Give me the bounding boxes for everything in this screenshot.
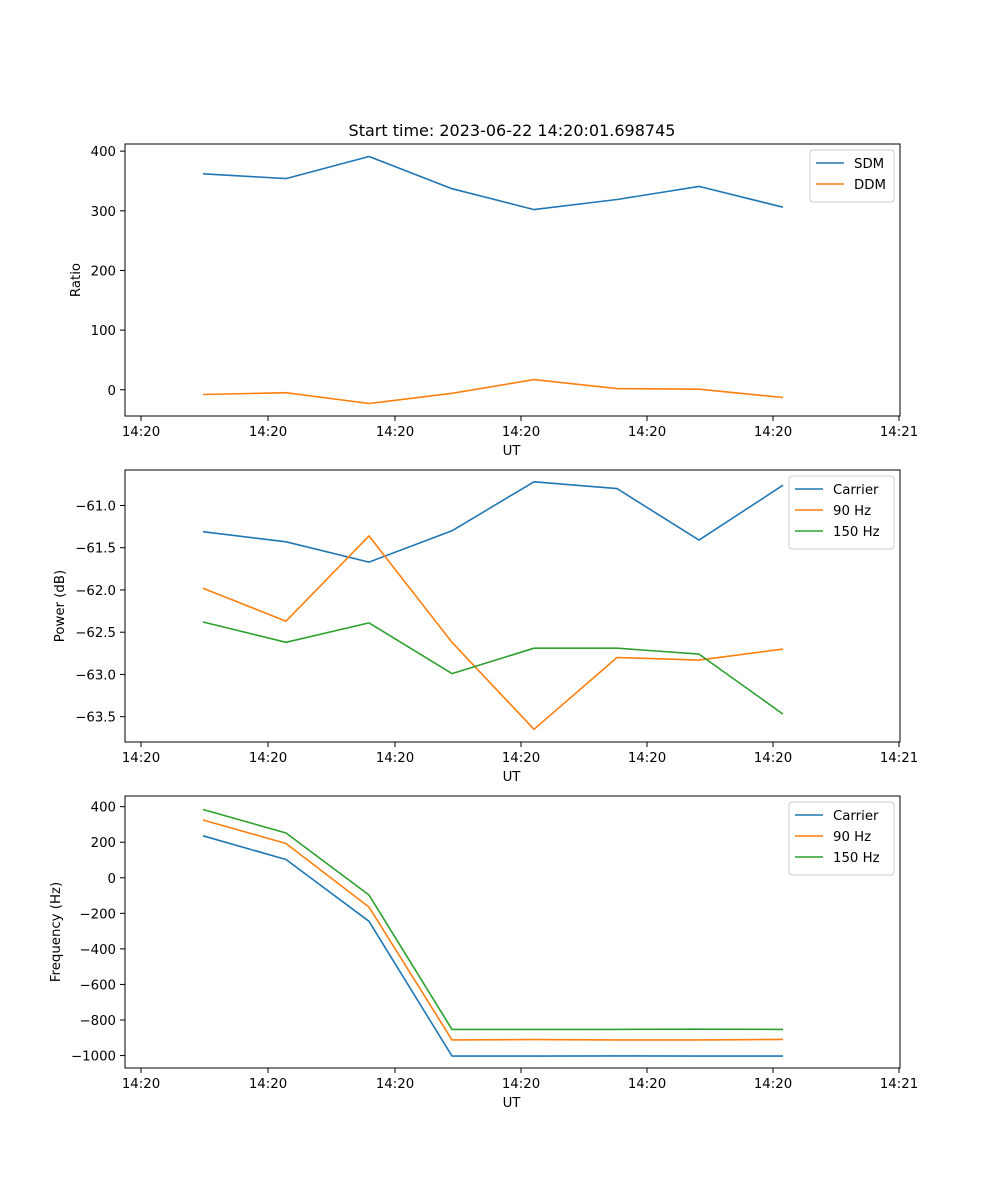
y-tick-label: −200: [79, 907, 116, 922]
x-tick-label: 14:21: [880, 1077, 918, 1092]
subplots: 14:20 14:20 14:20 14:20 14:20 14:20 14:21 0 100 2…: [49, 143, 918, 1111]
x-tick-label: 14:20: [754, 751, 792, 766]
series-line-carrier: [202, 835, 783, 1057]
x-tick-label: 14:20: [122, 1077, 160, 1092]
x-axis-label: UT: [503, 770, 522, 785]
axes-frame: [124, 795, 901, 1069]
x-tick-label: 14:20: [376, 751, 414, 766]
y-tick-label: 400: [91, 801, 116, 816]
x-tick-label: 14:20: [502, 425, 540, 440]
y-tick-label: −1000: [71, 1050, 116, 1065]
series-line-carrier: [202, 480, 784, 563]
axes-frame: [124, 143, 901, 417]
x-tick-label: 14:20: [628, 751, 666, 766]
y-tick-label: −600: [79, 978, 116, 993]
x-axis-label: UT: [503, 1096, 522, 1111]
chart-panel-1: 14:20 14:20 14:20 14:20 14:20 14:20 14:21 0 100 2…: [69, 143, 918, 459]
y-tick-label: −62.5: [75, 626, 116, 641]
legend-label: 150 Hz: [833, 525, 880, 540]
series-line-150-hz: [202, 621, 784, 715]
y-tick-label: 200: [91, 836, 116, 851]
x-tick-label: 14:20: [122, 425, 160, 440]
series-line-90-hz: [202, 819, 784, 1041]
x-tick-label: 14:20: [249, 751, 287, 766]
y-tick-label: 100: [91, 324, 116, 339]
legend-label: 90 Hz: [833, 504, 871, 519]
y-tick-label: −63.5: [75, 711, 116, 726]
y-tick-label: −63.0: [75, 668, 116, 683]
y-tick-label: 0: [108, 872, 116, 887]
x-tick-label: 14:20: [754, 425, 792, 440]
x-tick-label: 14:20: [502, 1077, 540, 1092]
legend-label: Carrier: [833, 809, 879, 824]
y-axis-label: Frequency (Hz): [49, 882, 64, 982]
y-tick-label: −61.0: [75, 499, 116, 514]
y-axis-label: Ratio: [69, 263, 84, 297]
x-tick-label: 14:21: [880, 751, 918, 766]
y-tick-label: −400: [79, 943, 116, 958]
y-tick-label: −61.5: [75, 542, 116, 557]
y-tick-label: −62.0: [75, 584, 116, 599]
x-tick-label: 14:20: [376, 1077, 414, 1092]
series-line-sdm: [202, 155, 784, 211]
legend-label: Carrier: [833, 483, 879, 498]
legend-label: DDM: [854, 178, 886, 193]
chart-panel-2: 14:20 14:20 14:20 14:20 14:20 14:20 14:21 −61.0…: [53, 469, 918, 785]
y-tick-label: 200: [91, 264, 116, 279]
x-tick-label: 14:20: [122, 751, 160, 766]
legend: Carrier 90 Hz 150 Hz: [788, 475, 895, 550]
x-tick-label: 14:20: [754, 1077, 792, 1092]
y-tick-label: 400: [91, 145, 116, 160]
x-axis-label: UT: [503, 444, 522, 459]
series-line-90-hz: [202, 535, 784, 731]
legend: SDM DDM: [809, 149, 895, 203]
x-tick-label: 14:20: [502, 751, 540, 766]
x-tick-label: 14:20: [376, 425, 414, 440]
figure-title: Start time: 2023-06-22 14:20:01.698745: [349, 121, 676, 140]
legend: Carrier 90 Hz 150 Hz: [788, 801, 895, 876]
series-line-ddm: [202, 378, 784, 405]
chart-panel-3: 14:20 14:20 14:20 14:20 14:20 14:20 14:21 400 20…: [49, 795, 918, 1111]
x-tick-label: 14:20: [249, 1077, 287, 1092]
y-axis-label: Power (dB): [53, 570, 68, 642]
x-tick-label: 14:21: [880, 425, 918, 440]
y-tick-label: 0: [108, 384, 116, 399]
legend-label: SDM: [854, 157, 884, 172]
x-tick-label: 14:20: [249, 425, 287, 440]
series-line-150-hz: [202, 808, 784, 1031]
axes-frame: [124, 469, 901, 743]
x-tick-label: 14:20: [628, 425, 666, 440]
x-tick-label: 14:20: [628, 1077, 666, 1092]
y-tick-label: 300: [91, 205, 116, 220]
legend-label: 90 Hz: [833, 830, 871, 845]
y-tick-label: −800: [79, 1014, 116, 1029]
legend-label: 150 Hz: [833, 851, 880, 866]
